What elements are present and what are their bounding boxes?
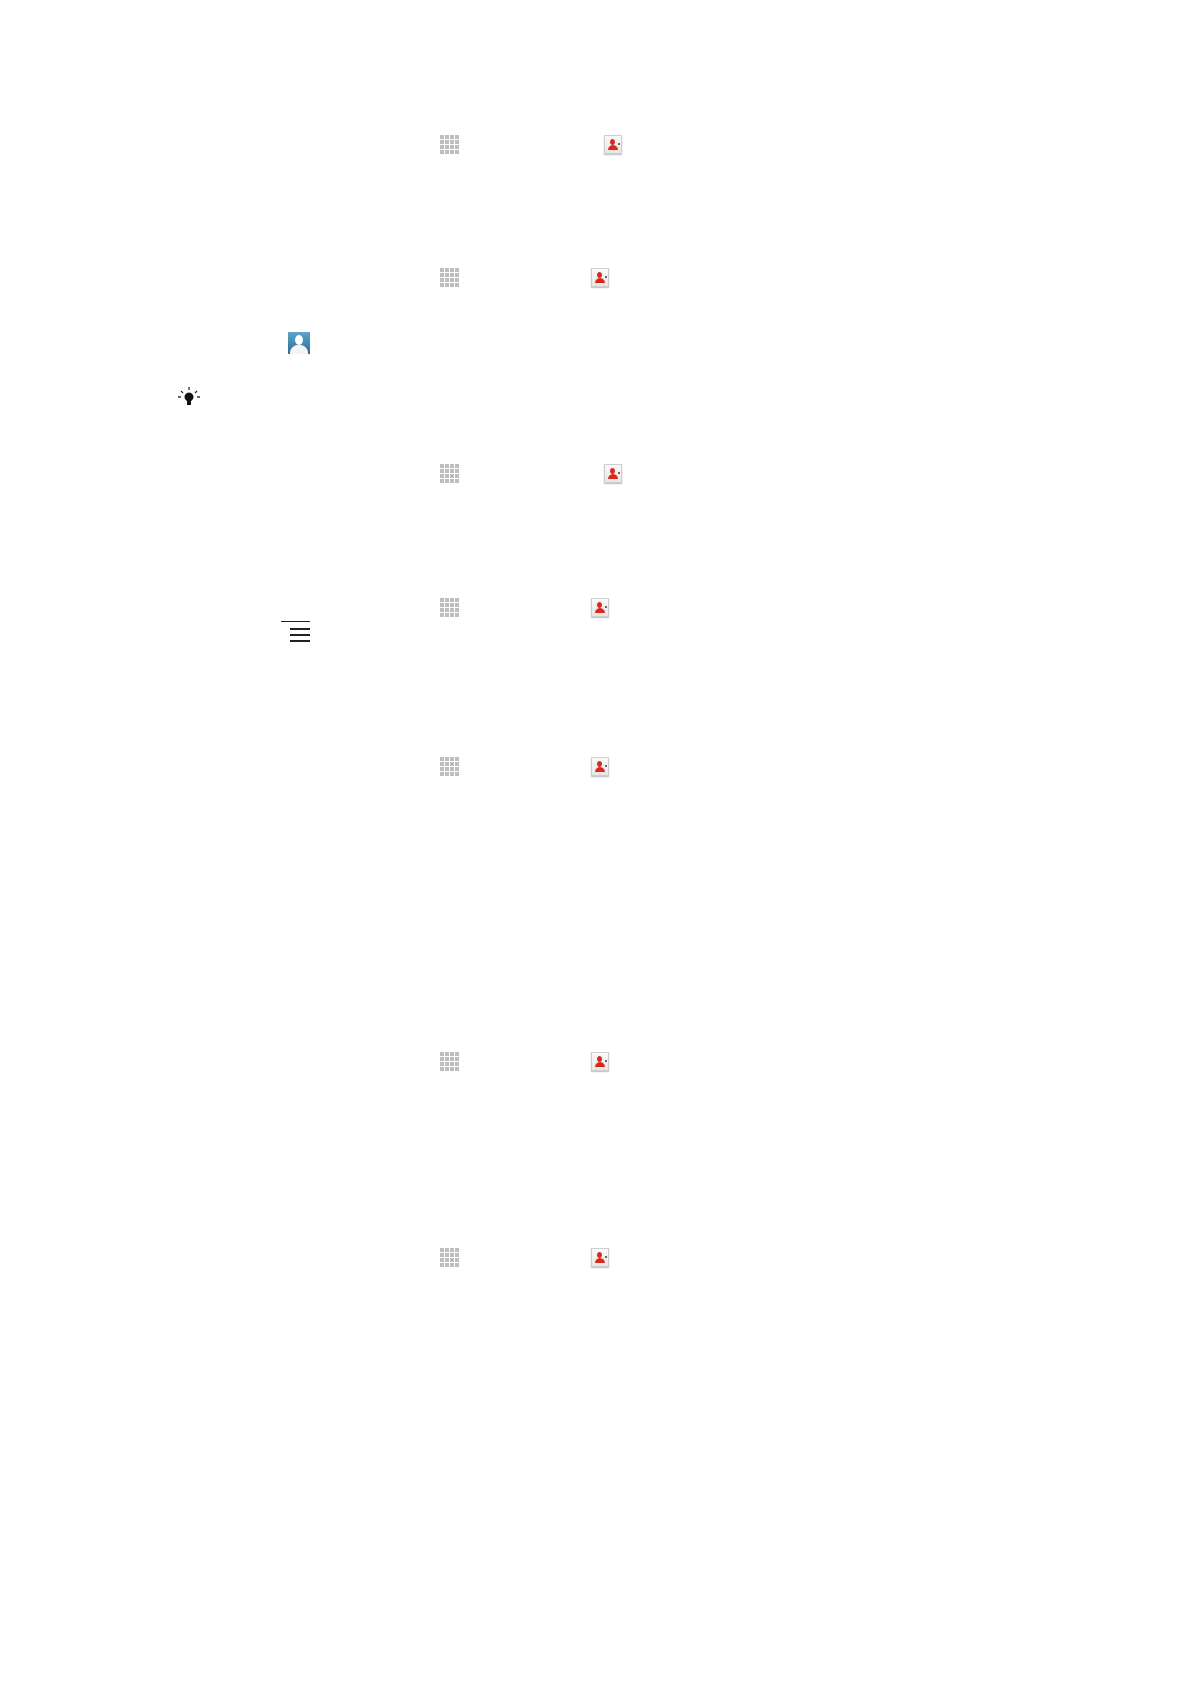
app-grid-icon (440, 464, 460, 484)
contact-avatar-icon (288, 332, 310, 354)
contacts-icon (604, 464, 622, 483)
app-grid-icon (440, 1248, 460, 1268)
app-grid-icon (440, 268, 460, 288)
contacts-icon (591, 268, 609, 287)
app-grid-icon (440, 757, 460, 777)
tip-lightbulb-icon (178, 387, 200, 405)
contacts-icon (591, 1052, 609, 1071)
contacts-icon (591, 1248, 609, 1267)
contacts-icon (604, 135, 622, 154)
app-grid-icon (440, 598, 460, 618)
contacts-icon (591, 598, 609, 617)
app-grid-icon (440, 135, 460, 155)
contacts-icon (591, 757, 609, 776)
app-grid-icon (440, 1052, 460, 1072)
menu-icon (281, 621, 310, 643)
